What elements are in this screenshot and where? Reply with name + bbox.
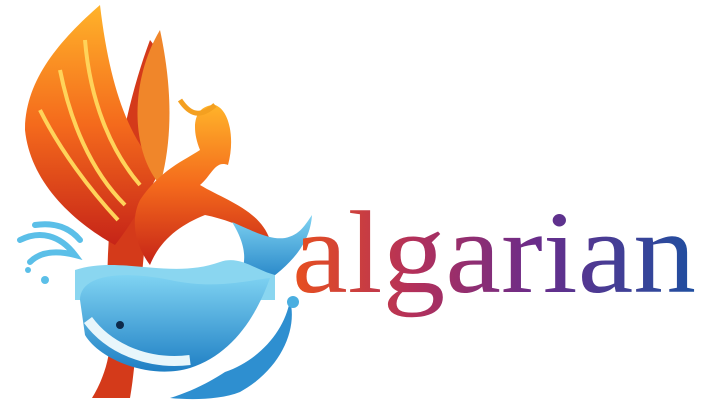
phoenix-wing-right [137, 30, 170, 185]
wing-feathers [38, 39, 142, 222]
phoenix-wing-left [25, 5, 160, 245]
whale-belly [83, 316, 191, 366]
droplet [25, 267, 31, 273]
swoosh-dot [287, 296, 299, 308]
wordmark: algarian [292, 187, 696, 318]
splash [17, 221, 83, 265]
phoenix-body [134, 105, 270, 265]
whale-eye [116, 321, 124, 329]
phoenix-crest [177, 98, 217, 116]
droplet [41, 276, 49, 284]
swoosh [170, 300, 292, 400]
